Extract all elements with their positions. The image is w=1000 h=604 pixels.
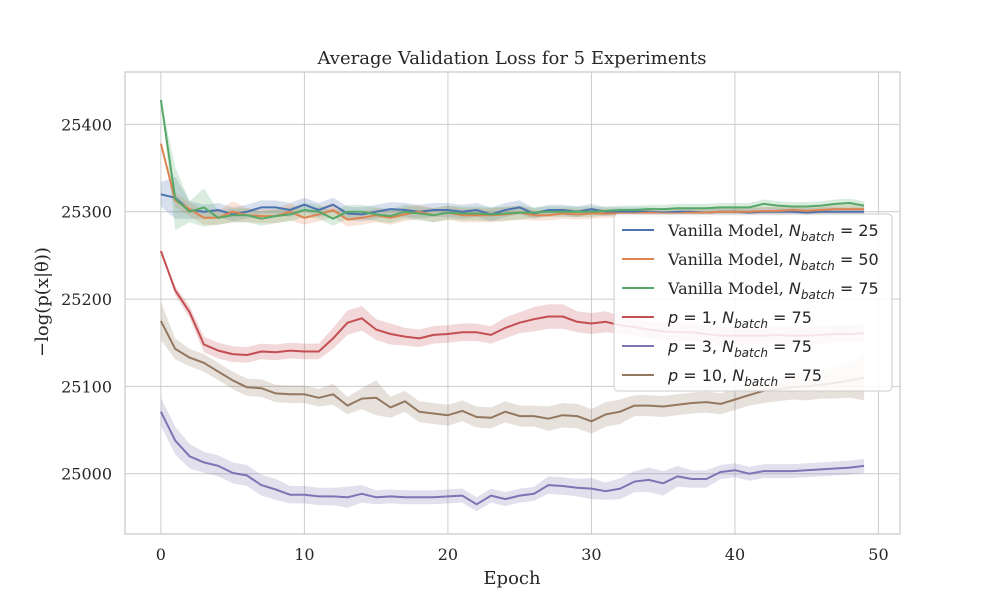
series-line-2 (159, 99, 865, 220)
y-axis-label: −log(p(x|θ)) (32, 247, 53, 357)
y-tick-label: 25400 (61, 115, 112, 134)
y-tick-label: 25000 (61, 465, 112, 484)
chart-title: Average Validation Loss for 5 Experiment… (317, 48, 707, 69)
legend-label-0: Vanilla Model, Nbatch = 25 (667, 221, 879, 244)
y-tick-label: 25300 (61, 203, 112, 222)
legend: Vanilla Model, Nbatch = 25 Vanilla Model,… (613, 213, 893, 392)
legend-box (613, 213, 893, 392)
x-tick-label: 20 (438, 545, 458, 564)
plot-frame (124, 71, 901, 535)
x-tick-label: 40 (725, 545, 745, 564)
legend-label-3: p = 1, Nbatch = 75 (667, 308, 812, 331)
legend-label-2: Vanilla Model, Nbatch = 75 (667, 279, 879, 302)
x-axis-label: Epoch (483, 568, 541, 589)
plot-area: 0 10 20 30 40 50 25000 25100 25200 25300 25400 Vani… (61, 71, 901, 564)
y-tick-label: 25200 (61, 290, 112, 309)
x-tick-label: 0 (156, 545, 166, 564)
confidence-band-0 (160, 176, 865, 222)
confidence-band-4 (160, 397, 865, 512)
x-tick-label: 10 (294, 545, 314, 564)
series-line-4 (160, 411, 865, 506)
confidence-band-2 (160, 99, 865, 231)
y-tick-label: 25100 (61, 377, 112, 396)
series-line-5 (160, 320, 865, 423)
confidence-band-5 (160, 301, 865, 434)
legend-label-5: p = 10, Nbatch = 75 (667, 366, 822, 389)
x-tick-label: 50 (868, 545, 888, 564)
legend-label-4: p = 3, Nbatch = 75 (667, 337, 812, 360)
legend-label-1: Vanilla Model, Nbatch = 50 (667, 250, 879, 273)
x-tick-label: 30 (581, 545, 601, 564)
